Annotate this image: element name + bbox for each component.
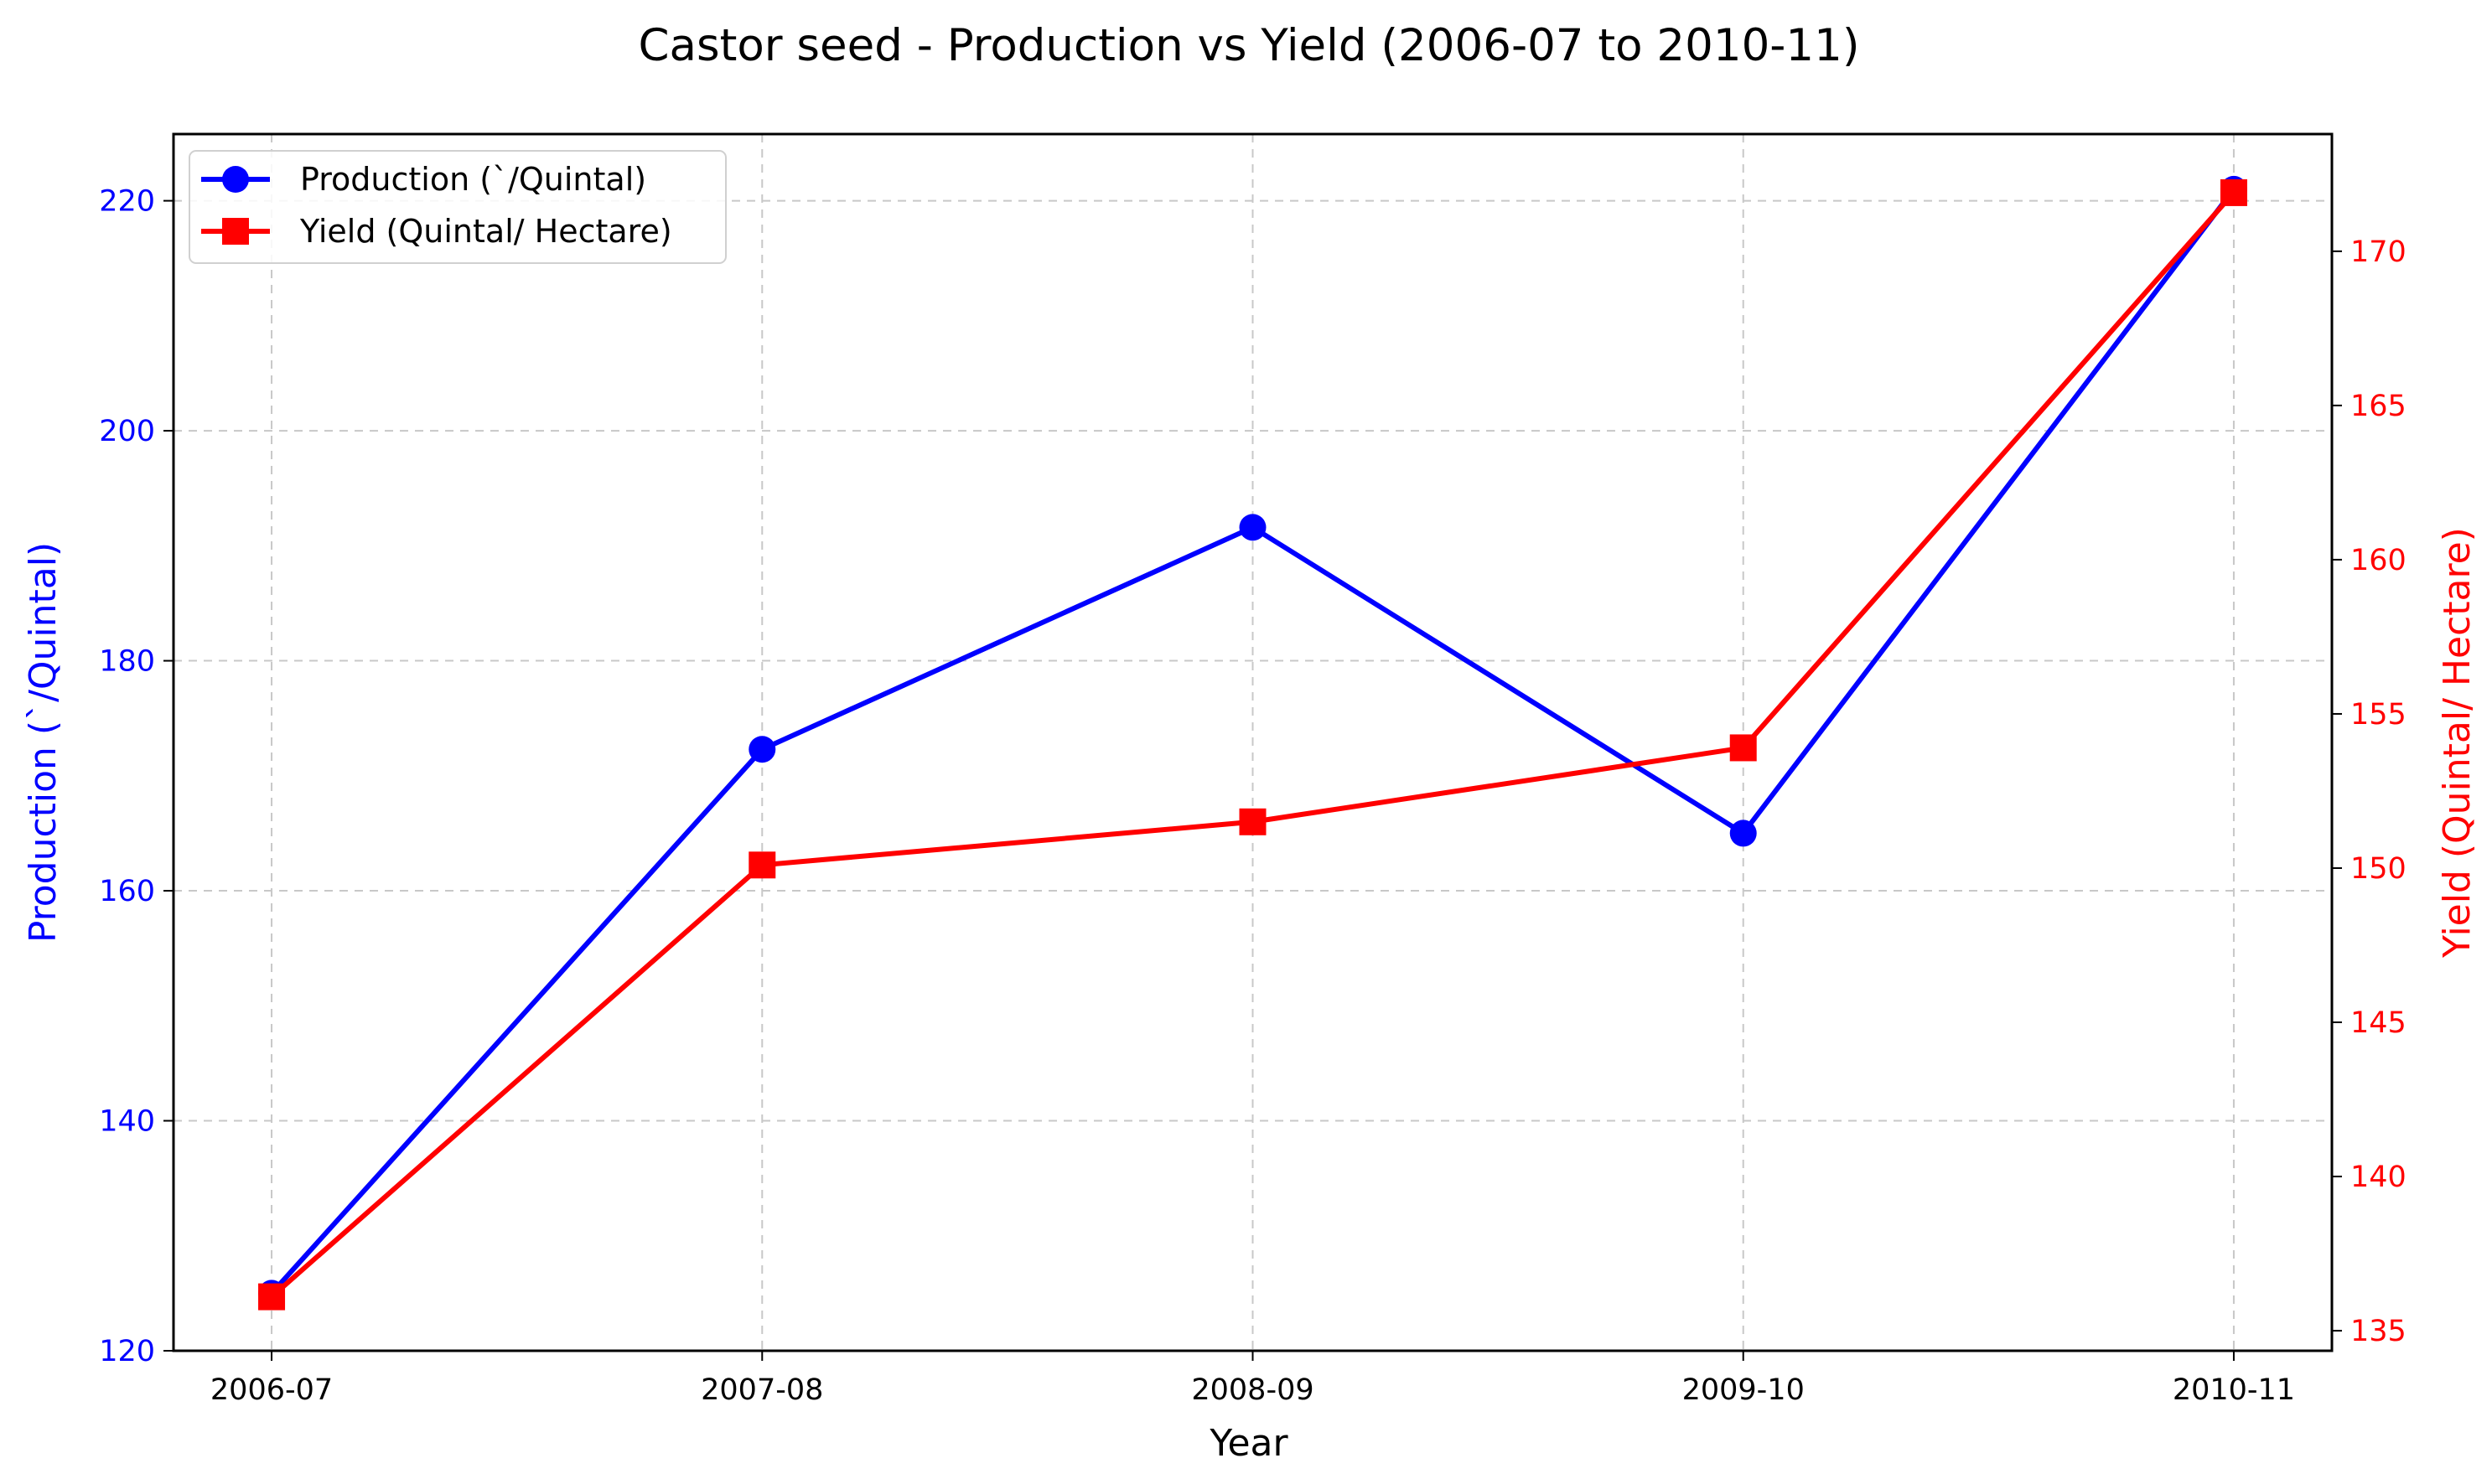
y-right-tick-label: 165 xyxy=(2350,390,2407,423)
y-left-axis-label: Production (`/Quintal) xyxy=(22,542,65,943)
series-1-point xyxy=(1239,514,1267,541)
x-tick-label: 2006-07 xyxy=(210,1373,333,1407)
y-left-tick-label: 160 xyxy=(99,875,155,908)
x-tick-label: 2007-08 xyxy=(701,1373,823,1407)
y-left-tick-label: 220 xyxy=(99,185,155,219)
y-left-tick-label: 140 xyxy=(99,1105,155,1139)
series-2-point xyxy=(1729,734,1757,762)
legend-box xyxy=(189,150,727,264)
y-right-tick-label: 145 xyxy=(2350,1006,2407,1040)
series-2-point xyxy=(1239,808,1267,835)
axes: 2006-07 2007-08 2008-09 2009-10 2010-11 120 14… xyxy=(22,132,2479,1407)
series-markers xyxy=(258,175,2247,1311)
y-left-tick-label: 120 xyxy=(99,1335,155,1368)
x-axis-label: Year xyxy=(1209,1422,1288,1465)
y-left-tick-label: 200 xyxy=(99,415,155,448)
y-right-axis-label: Yield (Quintal/ Hectare) xyxy=(2436,527,2479,959)
x-tick-label: 2009-10 xyxy=(1682,1373,1805,1407)
legend-marker-1 xyxy=(222,166,249,193)
legend-label-1: Production (`/Quintal) xyxy=(300,161,646,198)
x-tick-label: 2010-11 xyxy=(2173,1373,2295,1407)
x-tick-label: 2008-09 xyxy=(1191,1373,1313,1407)
legend-label-2: Yield (Quintal/ Hectare) xyxy=(299,213,672,250)
y-right-tick-label: 140 xyxy=(2350,1161,2407,1194)
series-1-point xyxy=(1729,820,1757,847)
y-left-tick-label: 180 xyxy=(99,645,155,679)
legend-marker-2 xyxy=(222,218,249,245)
series-2-point xyxy=(749,851,776,879)
y-right-tick-label: 155 xyxy=(2350,698,2407,732)
y-right-tick-label: 170 xyxy=(2350,235,2407,269)
y-right-tick-label: 135 xyxy=(2350,1315,2407,1348)
chart-title: Castor seed - Production vs Yield (2006-… xyxy=(638,20,1859,71)
grid xyxy=(174,134,2332,1352)
legend: Production (`/Quintal) Yield (Quintal/ He… xyxy=(189,150,727,264)
series-2-point xyxy=(258,1283,286,1311)
y-right-tick-label: 150 xyxy=(2350,852,2407,886)
series-1-point xyxy=(749,736,776,763)
y-right-tick-label: 160 xyxy=(2350,544,2407,577)
series-2-point xyxy=(2220,178,2247,206)
